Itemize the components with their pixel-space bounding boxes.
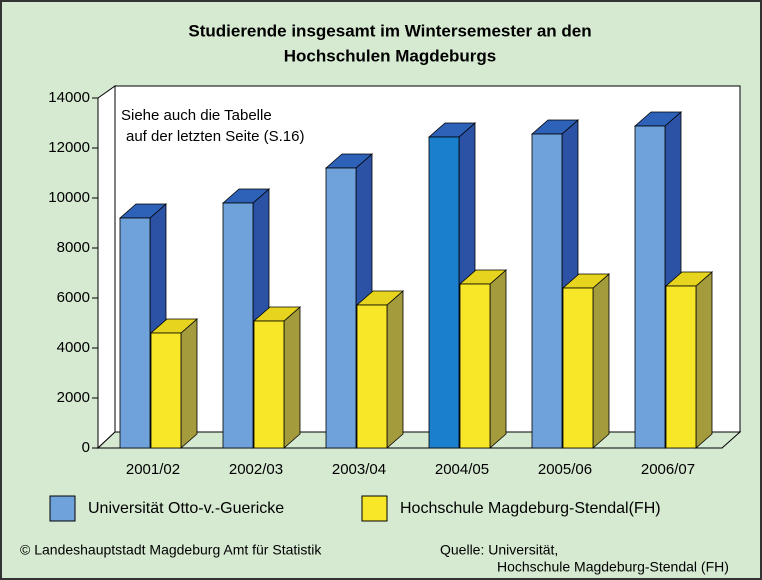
bar <box>150 332 182 449</box>
bar <box>562 287 594 449</box>
bar <box>325 167 357 449</box>
bar-side <box>489 269 507 449</box>
y-tick-label: 4000 <box>57 339 90 356</box>
bar-side <box>283 306 301 449</box>
legend-label: Universität Otto-v.-Guericke <box>88 500 284 517</box>
y-tick-label: 2000 <box>57 389 90 406</box>
bar <box>253 320 285 449</box>
legend-swatch <box>361 495 388 522</box>
side-wall <box>97 85 116 450</box>
bar-side <box>695 271 713 449</box>
x-tick-label: 2003/04 <box>332 461 386 478</box>
bar <box>531 133 563 449</box>
chart-title: Studierende insgesamt im Wintersemester … <box>188 21 591 40</box>
y-tick-label: 8000 <box>57 239 90 256</box>
bar <box>119 217 151 449</box>
bar-side <box>180 318 198 449</box>
x-tick-label: 2001/02 <box>126 461 180 478</box>
bar <box>222 202 254 449</box>
bar <box>634 125 666 449</box>
x-tick-label: 2005/06 <box>538 461 592 478</box>
annotation: Siehe auch die Tabelle <box>121 107 272 124</box>
bar-side <box>592 273 610 449</box>
bar-side <box>386 290 404 449</box>
bar <box>428 136 460 449</box>
y-tick-label: 14000 <box>48 89 90 106</box>
legend-swatch <box>49 495 76 522</box>
source: Quelle: Universität, <box>440 542 558 558</box>
footer: © Landeshauptstadt Magdeburg Amt für Sta… <box>20 542 322 558</box>
source: Hochschule Magdeburg-Stendal (FH) <box>497 559 729 575</box>
y-tick-label: 10000 <box>48 189 90 206</box>
annotation: auf der letzten Seite (S.16) <box>126 128 304 145</box>
bar <box>665 285 697 449</box>
chart-title: Hochschulen Magdeburgs <box>284 46 497 65</box>
y-tick-label: 12000 <box>48 139 90 156</box>
bar <box>459 283 491 449</box>
y-tick-label: 0 <box>82 439 90 456</box>
bar <box>356 304 388 449</box>
x-tick-label: 2002/03 <box>229 461 283 478</box>
legend-label: Hochschule Magdeburg-Stendal(FH) <box>400 500 661 517</box>
x-tick-label: 2006/07 <box>641 461 695 478</box>
x-tick-label: 2004/05 <box>435 461 489 478</box>
y-tick-label: 6000 <box>57 289 90 306</box>
